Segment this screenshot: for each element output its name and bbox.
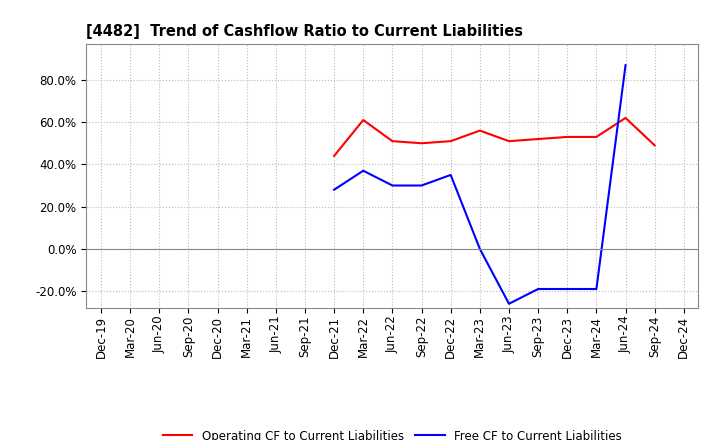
Free CF to Current Liabilities	[621, 62, 630, 68]
Operating CF to Current Liabilities	[621, 115, 630, 121]
Operating CF to Current Liabilities	[446, 139, 455, 144]
Free CF to Current Liabilities	[330, 187, 338, 192]
Operating CF to Current Liabilities	[505, 139, 513, 144]
Free CF to Current Liabilities	[417, 183, 426, 188]
Text: [4482]  Trend of Cashflow Ratio to Current Liabilities: [4482] Trend of Cashflow Ratio to Curren…	[86, 24, 523, 39]
Free CF to Current Liabilities	[475, 246, 484, 252]
Operating CF to Current Liabilities	[330, 153, 338, 158]
Operating CF to Current Liabilities	[563, 134, 572, 139]
Free CF to Current Liabilities	[446, 172, 455, 178]
Free CF to Current Liabilities	[563, 286, 572, 292]
Legend: Operating CF to Current Liabilities, Free CF to Current Liabilities: Operating CF to Current Liabilities, Fre…	[158, 425, 627, 440]
Line: Free CF to Current Liabilities: Free CF to Current Liabilities	[334, 65, 626, 304]
Operating CF to Current Liabilities	[388, 139, 397, 144]
Free CF to Current Liabilities	[592, 286, 600, 292]
Operating CF to Current Liabilities	[417, 141, 426, 146]
Free CF to Current Liabilities	[388, 183, 397, 188]
Operating CF to Current Liabilities	[650, 143, 659, 148]
Line: Operating CF to Current Liabilities: Operating CF to Current Liabilities	[334, 118, 654, 156]
Operating CF to Current Liabilities	[592, 134, 600, 139]
Free CF to Current Liabilities	[505, 301, 513, 306]
Operating CF to Current Liabilities	[359, 117, 368, 123]
Free CF to Current Liabilities	[359, 168, 368, 173]
Free CF to Current Liabilities	[534, 286, 542, 292]
Operating CF to Current Liabilities	[475, 128, 484, 133]
Operating CF to Current Liabilities	[534, 136, 542, 142]
